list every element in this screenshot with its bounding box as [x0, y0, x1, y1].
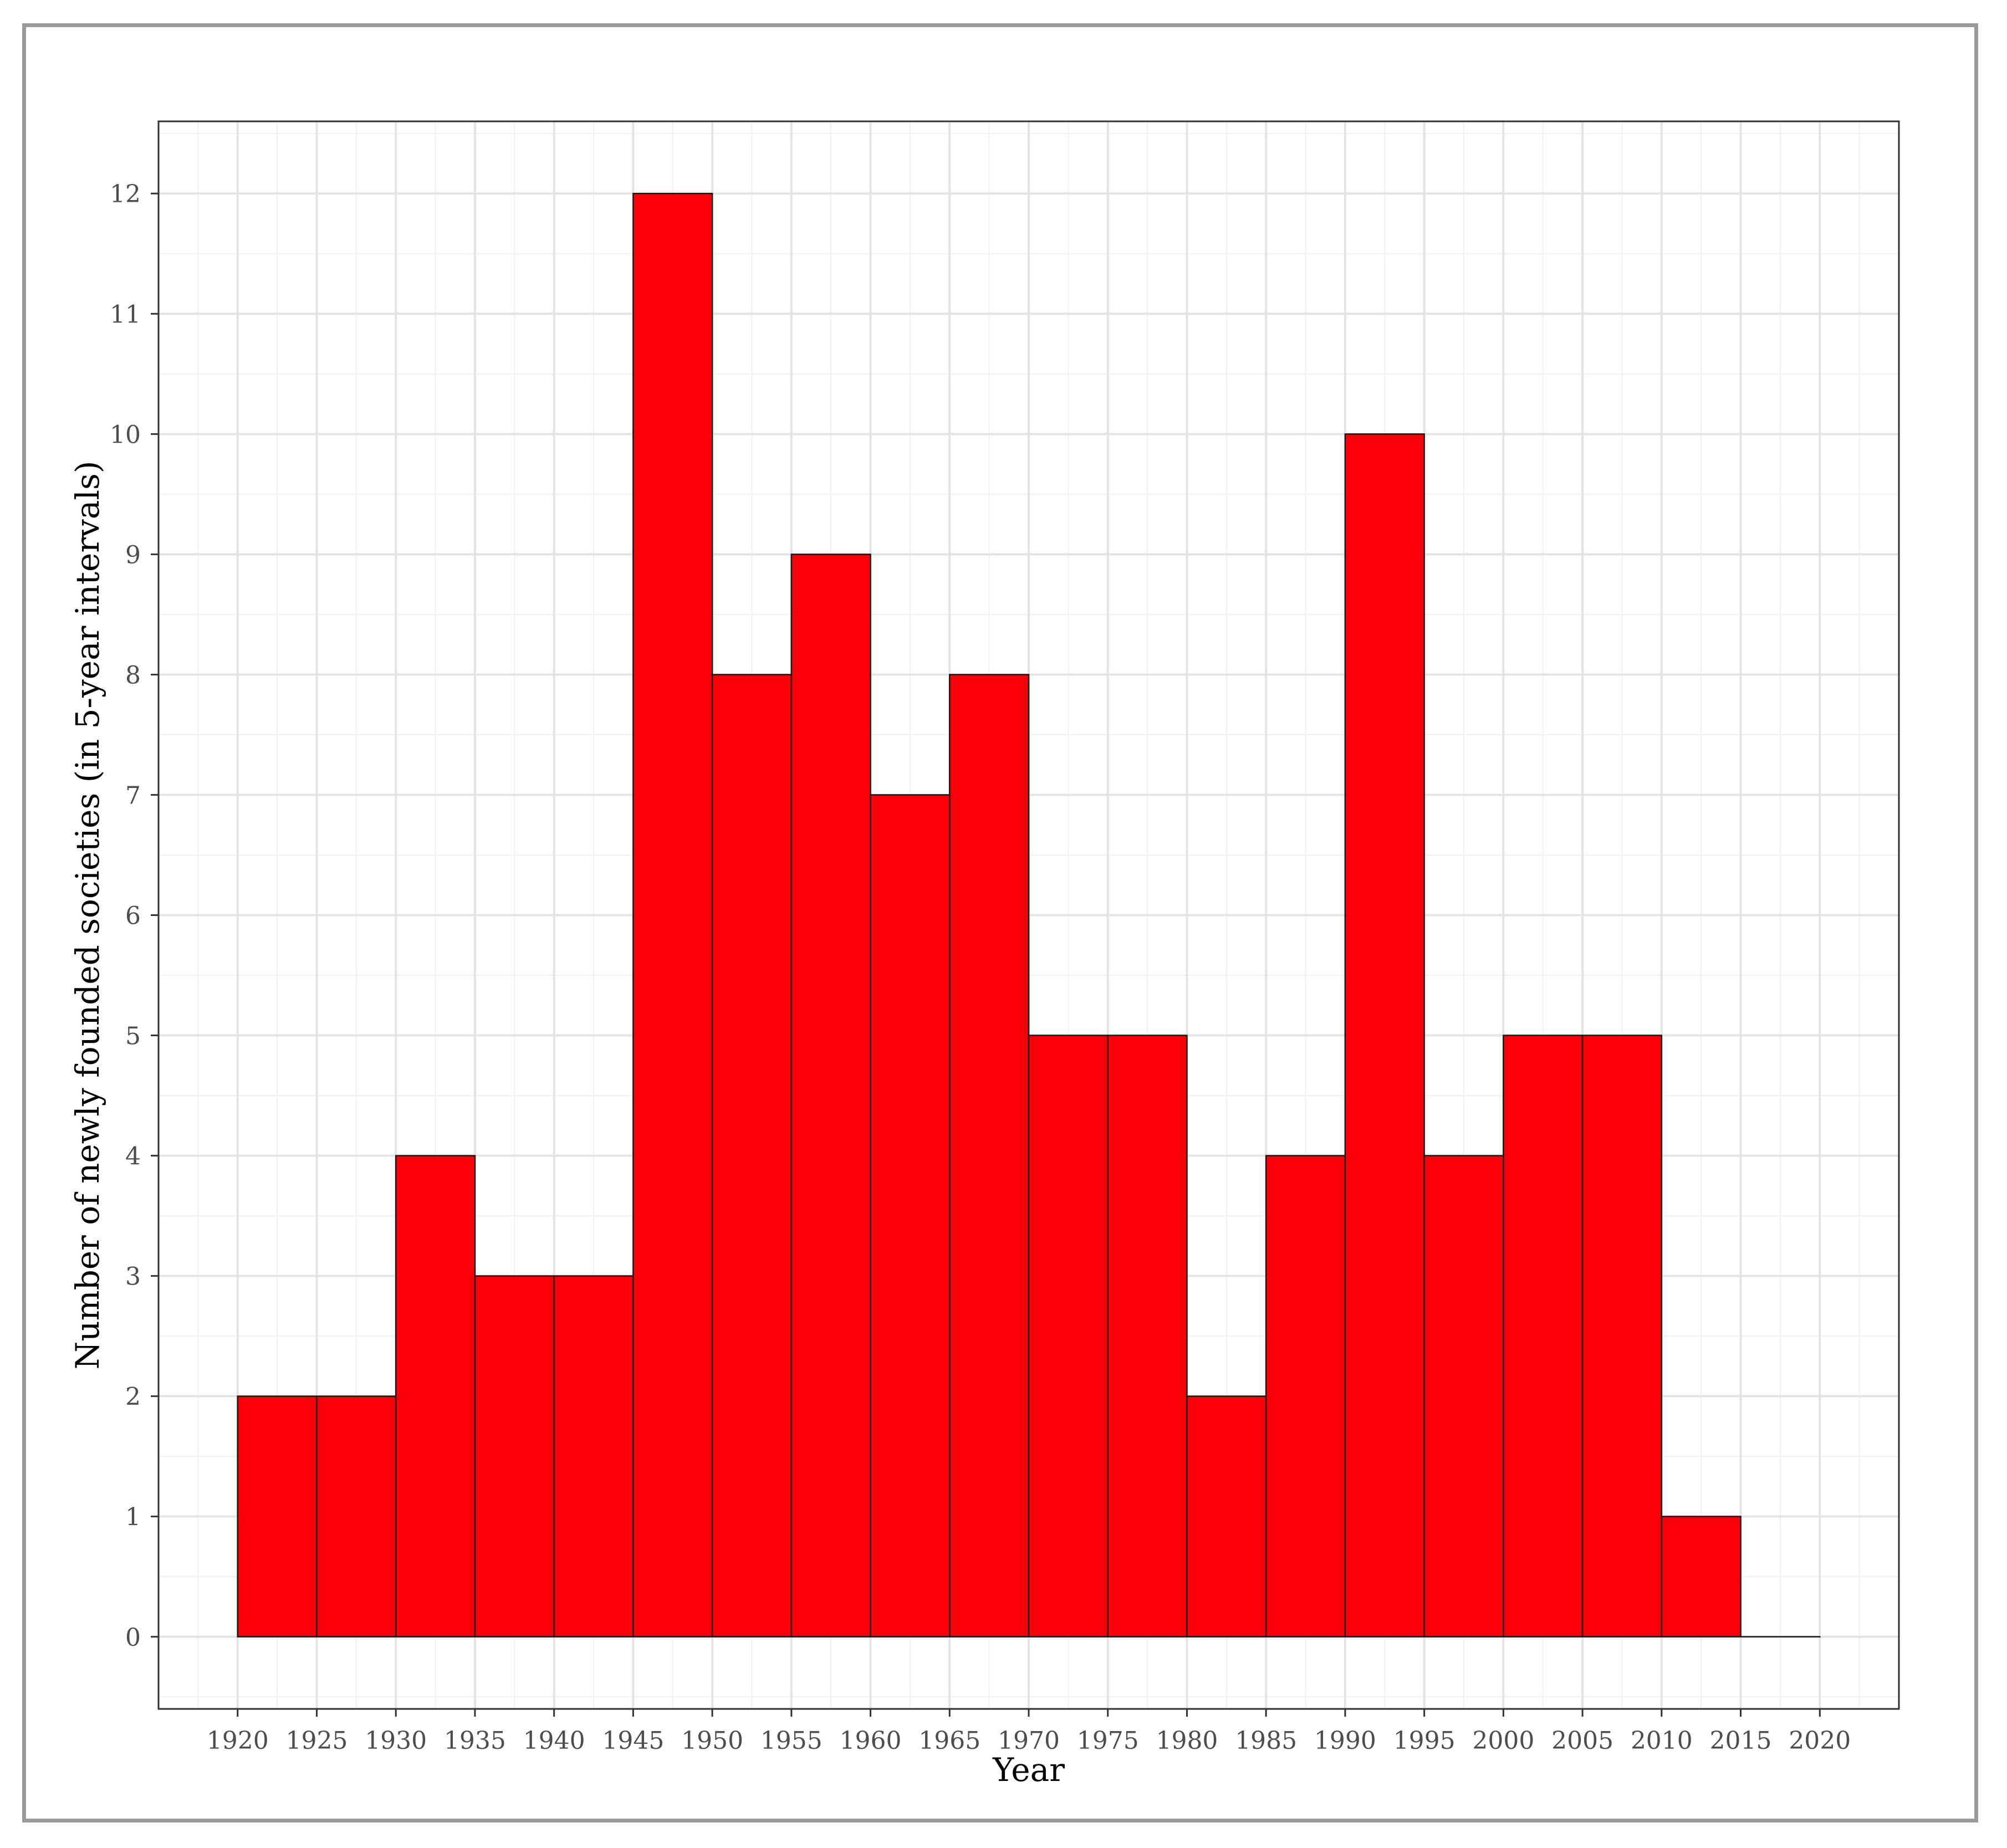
y-tick-label: 1	[125, 1503, 141, 1532]
x-tick-label: 2010	[1631, 1727, 1693, 1755]
y-tick-label: 12	[110, 180, 141, 208]
x-tick-label: 1985	[1235, 1727, 1297, 1755]
histogram-bar	[1107, 1035, 1188, 1638]
histogram-bar	[474, 1275, 555, 1638]
x-axis-ticks: 1920 1925 1930 1935 1940 1945 1950 1955 1960 1965…	[207, 1709, 1851, 1755]
y-tick-label: 3	[125, 1263, 141, 1291]
x-tick-label: 1995	[1393, 1727, 1456, 1755]
y-tick-label: 8	[125, 661, 141, 689]
histogram-bar	[1581, 1035, 1663, 1638]
y-tick-label: 7	[125, 781, 141, 810]
y-tick-label: 4	[125, 1143, 141, 1171]
histogram-bar	[1344, 433, 1425, 1638]
histogram-bar	[711, 674, 793, 1638]
histogram-bar	[1186, 1395, 1267, 1638]
x-tick-label: 1930	[365, 1727, 427, 1755]
x-tick-label: 1965	[918, 1727, 980, 1755]
histogram-bar	[1661, 1516, 1742, 1638]
y-tick-label: 11	[110, 300, 141, 329]
histogram-bar	[1503, 1035, 1584, 1638]
x-tick-label: 2000	[1472, 1727, 1534, 1755]
histogram-bar	[632, 192, 713, 1638]
histogram-bar	[395, 1155, 476, 1638]
y-tick-label: 2	[125, 1383, 141, 1411]
y-tick-label: 10	[110, 421, 141, 449]
x-tick-label: 1940	[523, 1727, 585, 1755]
histogram-bar	[316, 1395, 397, 1638]
x-tick-label: 1970	[998, 1727, 1060, 1755]
histogram-bar	[790, 554, 871, 1638]
histogram-bar	[949, 674, 1030, 1638]
y-axis-title: Number of newly founded societies (in 5-…	[69, 460, 106, 1369]
x-tick-label: 1920	[207, 1727, 269, 1755]
y-tick-label: 0	[125, 1624, 141, 1652]
y-tick-label: 9	[125, 541, 141, 569]
histogram-bar	[1423, 1155, 1504, 1638]
x-tick-label: 1955	[760, 1727, 823, 1755]
y-tick-label: 5	[125, 1022, 141, 1051]
x-tick-label: 1935	[444, 1727, 506, 1755]
x-axis-title: Year	[992, 1751, 1065, 1789]
x-tick-label: 2005	[1551, 1727, 1613, 1755]
x-tick-label: 1945	[602, 1727, 664, 1755]
histogram-bar	[1028, 1035, 1109, 1638]
histogram-bar	[870, 794, 951, 1638]
histogram-bar	[1265, 1155, 1346, 1638]
x-tick-label: 2020	[1789, 1727, 1851, 1755]
histogram-bar	[553, 1275, 634, 1638]
x-tick-label: 1990	[1314, 1727, 1376, 1755]
x-tick-label: 1975	[1077, 1727, 1139, 1755]
x-tick-label: 1950	[681, 1727, 743, 1755]
histogram-bars	[237, 192, 1821, 1638]
x-tick-label: 1980	[1156, 1727, 1218, 1755]
x-tick-label: 1960	[840, 1727, 902, 1755]
x-tick-label: 1925	[285, 1727, 348, 1755]
histogram-bar	[237, 1395, 318, 1638]
x-tick-label: 2015	[1710, 1727, 1772, 1755]
y-tick-label: 6	[125, 902, 141, 930]
